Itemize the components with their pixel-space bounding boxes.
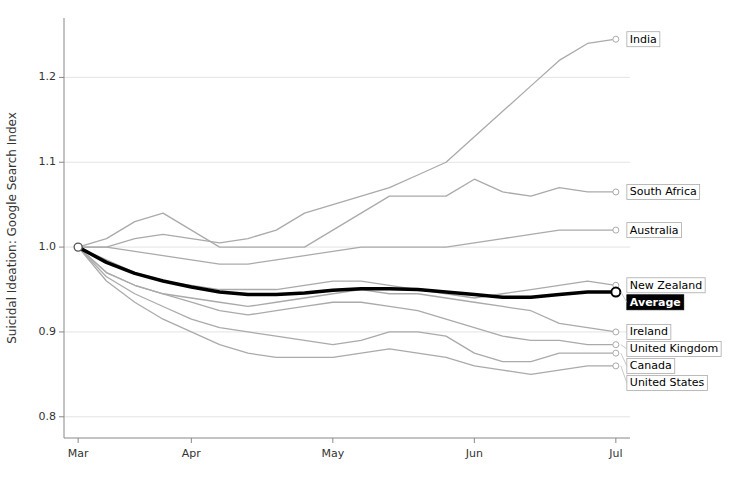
- x-tick-label: Mar: [68, 447, 89, 460]
- chart: 0.8 0.9 1.0 1.1 1.2 Mar Apr May Jun Jul Suicidal I…: [0, 0, 754, 478]
- label-box: [627, 278, 705, 293]
- country-label: United Kingdom: [627, 341, 721, 356]
- label-box: [627, 223, 682, 238]
- label-box: [627, 184, 700, 199]
- grid-line: [64, 416, 630, 417]
- x-tick-label: Apr: [182, 447, 202, 460]
- average-label: Average: [627, 295, 684, 310]
- grid: [64, 77, 630, 416]
- series-label: United Kingdom: [630, 342, 718, 355]
- country-line: [78, 247, 616, 374]
- country-label: Australia: [627, 223, 682, 238]
- x-axis-line: [64, 438, 630, 439]
- country-label: Canada: [627, 358, 675, 373]
- end-marker: [613, 350, 619, 356]
- x-tick-label: Jul: [608, 447, 622, 460]
- x-tick: [78, 438, 79, 443]
- series-label: United States: [630, 376, 705, 389]
- series-label: Canada: [630, 359, 672, 372]
- label-box: [627, 375, 708, 390]
- series-label: Average: [630, 296, 681, 309]
- country-line: [78, 179, 616, 247]
- label-leader: [621, 292, 627, 302]
- country-line: [78, 247, 616, 298]
- y-tick-label: 1.2: [39, 70, 57, 83]
- plot-area: [74, 36, 620, 374]
- end-marker: [611, 288, 620, 297]
- grid-line: [64, 331, 630, 332]
- average-line: [78, 247, 616, 297]
- series-label: New Zealand: [630, 279, 702, 292]
- country-line: [78, 247, 616, 332]
- label-leader: [621, 366, 627, 383]
- x-tick-label: Jun: [465, 447, 483, 460]
- country-label: New Zealand: [627, 278, 705, 293]
- country-line: [78, 230, 616, 264]
- y-tick: [59, 77, 64, 78]
- y-tick: [59, 162, 64, 163]
- x-tick: [332, 438, 333, 443]
- country-label: South Africa: [627, 184, 700, 199]
- grid-line: [64, 247, 630, 248]
- label-box: [627, 358, 675, 373]
- series-label: South Africa: [630, 185, 697, 198]
- series-label: India: [630, 33, 657, 46]
- grid-line: [64, 162, 630, 163]
- y-tick-label: 1.0: [39, 240, 57, 253]
- end-marker: [613, 189, 619, 195]
- country-label: United States: [627, 375, 708, 390]
- series-label: Australia: [630, 224, 679, 237]
- y-tick-label: 0.8: [39, 410, 57, 423]
- country-label: Ireland: [627, 324, 671, 339]
- end-marker: [613, 36, 619, 42]
- y-tick: [59, 247, 64, 248]
- y-tick: [59, 416, 64, 417]
- grid-line: [64, 77, 630, 78]
- x-axis: Mar Apr May Jun Jul: [64, 438, 630, 460]
- label-box: [627, 295, 684, 310]
- label-leader: [621, 353, 627, 366]
- country-label: India: [627, 32, 660, 47]
- country-line: [78, 247, 616, 362]
- x-tick: [191, 438, 192, 443]
- start-marker: [74, 243, 82, 251]
- y-axis-label: Suicidal Ideation: Google Search Index: [5, 112, 19, 344]
- label-box: [627, 324, 671, 339]
- label-box: [627, 32, 660, 47]
- x-tick-label: May: [321, 447, 344, 460]
- end-marker: [613, 342, 619, 348]
- x-tick: [474, 438, 475, 443]
- y-tick-label: 0.9: [39, 325, 57, 338]
- end-labels: India South Africa Australia New Zealand Ave…: [621, 32, 721, 391]
- y-tick-label: 1.1: [39, 155, 57, 168]
- y-tick: [59, 331, 64, 332]
- country-line: [78, 39, 616, 247]
- x-tick: [615, 438, 616, 443]
- end-marker: [613, 329, 619, 335]
- series-label: Ireland: [630, 325, 668, 338]
- label-box: [627, 341, 721, 356]
- label-leader: [621, 345, 627, 349]
- y-axis: 0.8 0.9 1.0 1.1 1.2: [39, 18, 65, 438]
- end-marker: [613, 363, 619, 369]
- y-axis-line: [64, 18, 65, 438]
- end-marker: [613, 227, 619, 233]
- country-line: [78, 247, 616, 345]
